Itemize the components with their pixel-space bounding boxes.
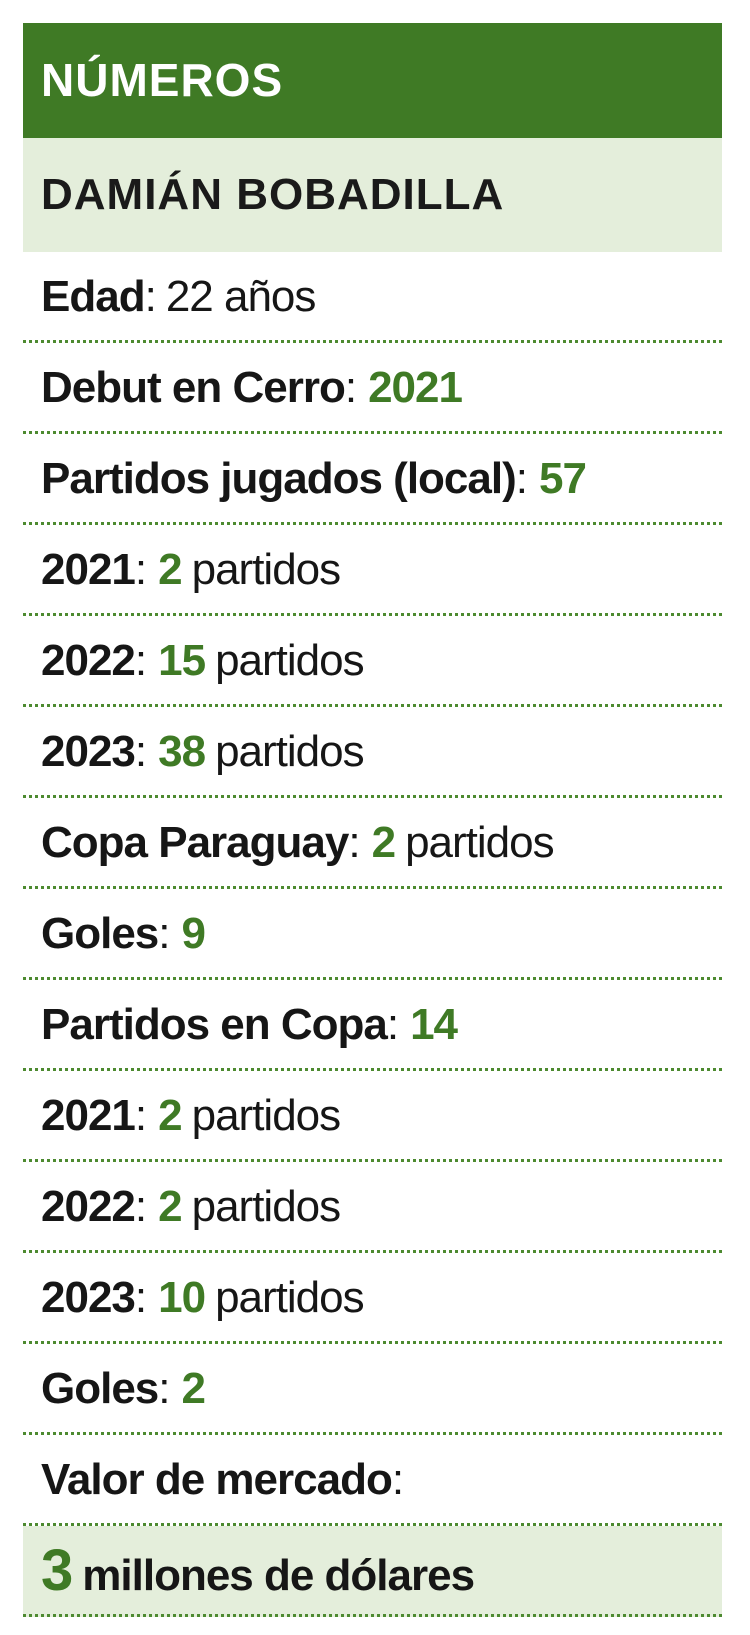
row-sep: : (158, 909, 170, 958)
row-unit: partidos (191, 1091, 342, 1140)
row-sep: : (134, 727, 147, 776)
rows: Edad: 22 años Debut en Cerro: 2021 Partidos … (23, 252, 722, 1617)
stat-row: 2023: 38 partidos (23, 707, 722, 798)
stat-row: 2021: 2 partidos (23, 525, 722, 616)
row-unit: partidos (215, 1273, 365, 1322)
row-label: 2021 (41, 545, 136, 594)
row-label: 2023 (41, 1273, 136, 1322)
row-label: Partidos jugados (local) (41, 454, 517, 503)
row-value: 2 (158, 1091, 183, 1140)
stat-row: Copa Paraguay: 2 partidos (23, 798, 722, 889)
row-unit: partidos (191, 545, 342, 594)
footer-text: millones de dólares (82, 1551, 475, 1600)
row-value: 15 (158, 636, 206, 685)
row-sep: : (134, 1273, 147, 1322)
stat-row: 2023: 10 partidos (23, 1253, 722, 1344)
row-sep: : (134, 545, 147, 594)
row-label: 2022 (41, 636, 136, 685)
row-unit: partidos (191, 1182, 342, 1231)
row-label: 2021 (41, 1091, 136, 1140)
row-label: Goles (41, 1364, 159, 1413)
row-label: Debut en Cerro (41, 363, 346, 412)
row-sep: : (134, 1091, 147, 1140)
row-value: 10 (158, 1273, 206, 1322)
row-sep: : (144, 272, 157, 321)
row-label: Partidos en Copa (41, 1000, 388, 1049)
row-label: Valor de mercado (41, 1455, 393, 1504)
row-label: 2023 (41, 727, 136, 776)
row-unit: partidos (215, 727, 365, 776)
row-label: 2022 (41, 1182, 136, 1231)
stat-row: 2022: 2 partidos (23, 1162, 722, 1253)
row-sep: : (391, 1455, 404, 1504)
row-label: Copa Paraguay (41, 818, 349, 867)
stat-row: Goles: 9 (23, 889, 722, 980)
row-sep: : (515, 454, 528, 503)
row-value: 57 (538, 454, 587, 503)
stat-row: Debut en Cerro: 2021 (23, 343, 722, 434)
row-sep: : (134, 1182, 147, 1231)
stats-card: NÚMEROS DAMIÁN BOBADILLA Edad: 22 años Deb… (23, 23, 722, 1617)
row-sep: : (344, 363, 357, 412)
stat-row: Partidos jugados (local): 57 (23, 434, 722, 525)
row-sep: : (348, 818, 360, 867)
row-sep: : (158, 1364, 170, 1413)
stat-row: 2021: 2 partidos (23, 1071, 722, 1162)
row-text: 22 años (165, 272, 317, 321)
row-unit: partidos (215, 636, 365, 685)
row-value: 2 (181, 1364, 207, 1413)
row-value: 38 (158, 727, 206, 776)
row-value: 2021 (368, 363, 463, 412)
footer-row: 3 millones de dólares (23, 1526, 722, 1617)
row-value: 2 (158, 1182, 183, 1231)
row-value: 9 (181, 909, 207, 958)
stat-row: Edad: 22 años (23, 252, 722, 343)
row-value: 14 (410, 1000, 458, 1049)
title: NÚMEROS (23, 23, 722, 138)
row-label: Edad (41, 272, 146, 321)
row-label: Goles (41, 909, 159, 958)
row-value: 2 (371, 818, 397, 867)
stat-row: Partidos en Copa: 14 (23, 980, 722, 1071)
stat-row: Goles: 2 (23, 1344, 722, 1435)
stat-row: 2022: 15 partidos (23, 616, 722, 707)
stat-row: Valor de mercado: (23, 1435, 722, 1526)
footer-value: 3 (41, 1538, 73, 1603)
row-sep: : (134, 636, 147, 685)
subtitle: DAMIÁN BOBADILLA (23, 138, 722, 252)
row-unit: partidos (405, 818, 555, 867)
row-sep: : (386, 1000, 399, 1049)
row-value: 2 (158, 545, 183, 594)
